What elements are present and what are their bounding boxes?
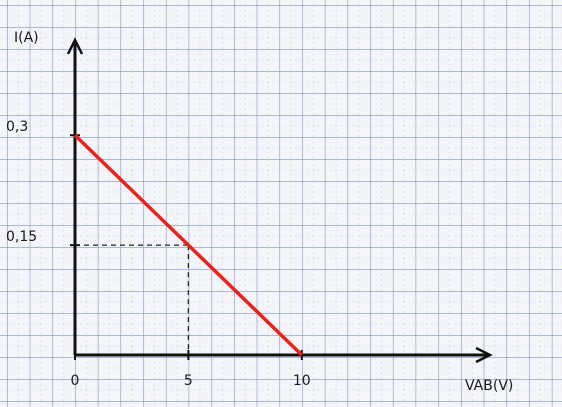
chart: I(A) VAB(V) 0 5 10 0,15 0,3 [0, 0, 562, 407]
y-tick-label: 0,3 [6, 119, 28, 135]
x-axis-label: VAB(V) [465, 378, 513, 394]
x-tick-label: 0 [71, 373, 80, 389]
x-tick-label: 10 [293, 373, 311, 389]
page: I(A)VAB(V)05100,150,3 (() => { const dat… [0, 0, 562, 407]
y-axis-label: I(A) [14, 30, 39, 46]
x-tick-label: 5 [184, 373, 193, 389]
y-tick-label: 0,15 [6, 229, 37, 245]
grid-paper [0, 0, 562, 407]
